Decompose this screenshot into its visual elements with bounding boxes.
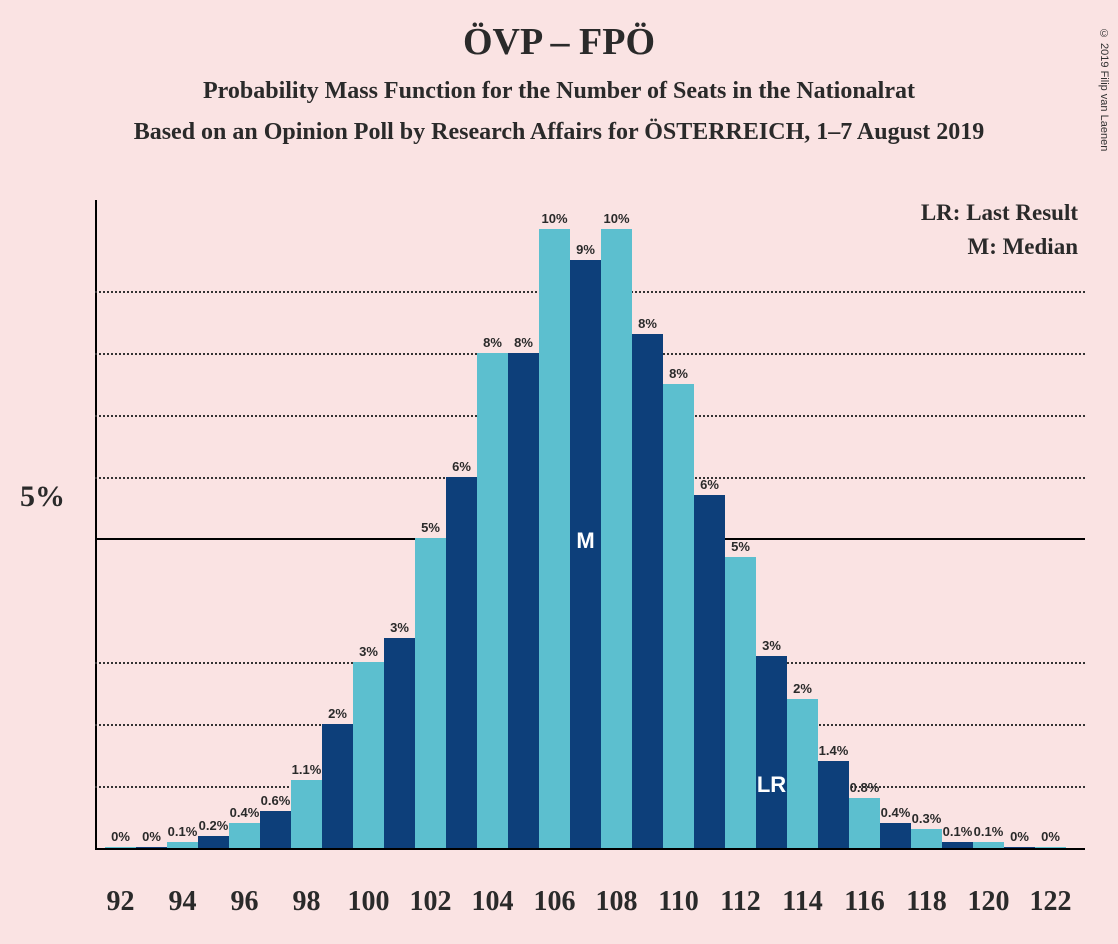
bar-value-label: 0.3% [911, 811, 942, 826]
bar-value-label: 5% [725, 539, 756, 554]
chart-title: ÖVP – FPÖ [0, 20, 1118, 64]
bar-value-label: 0.4% [229, 805, 260, 820]
bar [291, 780, 322, 848]
bar [973, 842, 1004, 848]
bar [229, 823, 260, 848]
bar [942, 842, 973, 848]
bar-value-label: 3% [756, 638, 787, 653]
bar-value-label: 8% [632, 316, 663, 331]
bar [105, 847, 136, 848]
bar [787, 699, 818, 848]
chart-subtitle2: Based on an Opinion Poll by Research Aff… [0, 119, 1118, 146]
bar-value-label: 0% [105, 829, 136, 844]
x-axis-label: 104 [472, 886, 514, 918]
x-axis-label: 122 [1030, 886, 1072, 918]
x-axis-labels: 92 94 96 98 100 102 104 106 108 110 112 114 116 118 12… [95, 886, 1085, 926]
x-axis-label: 110 [658, 886, 698, 918]
bar-value-label: 3% [353, 644, 384, 659]
x-axis-label: 96 [231, 886, 259, 918]
bars-container: 0%0%0.1%0.2%0.4%0.6%1.1%2%3%3%5%6%8%8%10… [95, 200, 1085, 850]
bar [508, 353, 539, 848]
bar [322, 724, 353, 848]
x-axis-label: 100 [348, 886, 390, 918]
bar-value-label: 6% [446, 459, 477, 474]
bar [694, 495, 725, 848]
chart-subtitle: Probability Mass Function for the Number… [0, 78, 1118, 105]
bar-value-label: 0.2% [198, 818, 229, 833]
bar [167, 842, 198, 848]
bar-inner-label: LR [756, 772, 787, 798]
bar [198, 836, 229, 848]
bar-value-label: 8% [663, 366, 694, 381]
bar [136, 847, 167, 848]
bar [260, 811, 291, 848]
bar-value-label: 0.1% [973, 824, 1004, 839]
bar-value-label: 2% [322, 706, 353, 721]
x-axis-label: 102 [410, 886, 452, 918]
copyright-text: © 2019 Filip van Laenen [1098, 28, 1110, 151]
x-axis-label: 112 [720, 886, 760, 918]
bar-value-label: 3% [384, 620, 415, 635]
x-axis-label: 114 [782, 886, 822, 918]
bar [911, 829, 942, 848]
bar-value-label: 9% [570, 242, 601, 257]
bar [1004, 847, 1035, 848]
bar [477, 353, 508, 848]
bar-value-label: 10% [539, 211, 570, 226]
bar-value-label: 0% [136, 829, 167, 844]
bar-value-label: 0% [1035, 829, 1066, 844]
bar-value-label: 8% [508, 335, 539, 350]
y-axis-label: 5% [20, 480, 65, 514]
bar-value-label: 0.4% [880, 805, 911, 820]
bar-value-label: 8% [477, 335, 508, 350]
chart-area: 5% 0%0%0.1%0.2%0.4%0.6%1.1%2%3%3%5%6%8%8… [95, 200, 1085, 850]
x-axis-label: 120 [968, 886, 1010, 918]
bar-value-label: 1.1% [291, 762, 322, 777]
bar-value-label: 0.1% [942, 824, 973, 839]
bar-value-label: 0.6% [260, 793, 291, 808]
bar [756, 656, 787, 848]
bar-value-label: 0.8% [849, 780, 880, 795]
x-axis-label: 106 [534, 886, 576, 918]
bar-value-label: 0.1% [167, 824, 198, 839]
bar-value-label: 6% [694, 477, 725, 492]
bar [539, 229, 570, 848]
bar [725, 557, 756, 848]
bar-value-label: 0% [1004, 829, 1035, 844]
bar [880, 823, 911, 848]
bar [601, 229, 632, 848]
bar [632, 334, 663, 848]
bar [1035, 847, 1066, 848]
bar-value-label: 2% [787, 681, 818, 696]
bar-value-label: 1.4% [818, 743, 849, 758]
bar [663, 384, 694, 848]
bar [570, 260, 601, 848]
bar [849, 798, 880, 848]
bar-value-label: 10% [601, 211, 632, 226]
x-axis-label: 116 [844, 886, 884, 918]
bar [818, 761, 849, 848]
bar [353, 662, 384, 848]
bar [446, 477, 477, 848]
bar-inner-label: M [570, 528, 601, 554]
x-axis-label: 92 [107, 886, 135, 918]
bar [384, 638, 415, 848]
bar [415, 538, 446, 848]
x-axis-label: 118 [906, 886, 946, 918]
x-axis-label: 108 [596, 886, 638, 918]
bar-value-label: 5% [415, 520, 446, 535]
x-axis-label: 98 [293, 886, 321, 918]
x-axis-label: 94 [169, 886, 197, 918]
